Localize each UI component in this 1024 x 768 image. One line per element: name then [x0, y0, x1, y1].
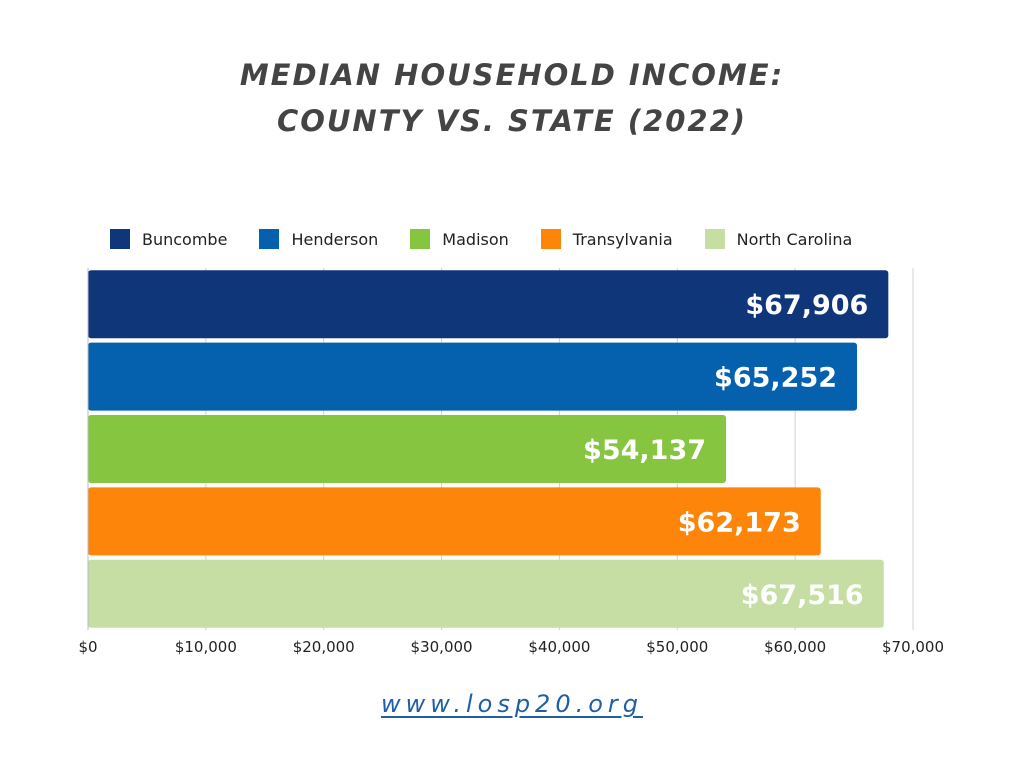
legend-item-henderson: Henderson — [259, 229, 378, 249]
data-label-north-carolina: $67,516 — [741, 580, 864, 611]
x-tick-label-0: $0 — [78, 638, 97, 656]
legend-label-henderson: Henderson — [291, 229, 379, 249]
data-label-transylvania: $62,173 — [678, 507, 801, 538]
x-tick-label-1: $10,000 — [175, 638, 237, 656]
legend-swatch-henderson — [259, 229, 280, 249]
x-tick-label-6: $60,000 — [764, 638, 826, 656]
bar-transylvania — [88, 487, 821, 556]
footer-url-link[interactable]: www.losp20.org — [380, 690, 644, 718]
x-tick-label-7: $70,000 — [882, 638, 944, 656]
legend-label-north-carolina: North Carolina — [736, 229, 853, 249]
chart-title-line-1: MEDIAN HOUSEHOLD INCOME: — [239, 58, 785, 92]
legend-swatch-madison — [410, 229, 431, 249]
data-label-buncombe: $67,906 — [745, 290, 868, 321]
data-label-henderson: $65,252 — [714, 363, 837, 394]
legend-swatch-buncombe — [110, 229, 130, 249]
chart-title: MEDIAN HOUSEHOLD INCOME: COUNTY VS. STAT… — [0, 52, 1024, 144]
legend-item-transylvania: Transylvania — [540, 229, 673, 249]
legend-item-madison: Madison — [410, 229, 509, 249]
x-tick-label-3: $30,000 — [411, 638, 473, 656]
legend-swatch-north-carolina — [704, 229, 725, 249]
chart-title-line-2: COUNTY VS. STATE (2022) — [276, 104, 748, 138]
x-tick-label-2: $20,000 — [293, 638, 355, 656]
bar-madison — [88, 415, 727, 483]
bar-north-carolina — [88, 559, 884, 628]
legend-item-buncombe: Buncombe — [110, 229, 227, 249]
legend-label-buncombe: Buncombe — [142, 229, 228, 249]
bar-henderson — [88, 342, 858, 411]
x-tick-label-4: $40,000 — [528, 638, 590, 656]
legend-label-transylvania: Transylvania — [572, 229, 673, 249]
legend-label-madison: Madison — [442, 229, 509, 249]
chart-legend: Buncombe Henderson Madison Transylvania … — [110, 227, 852, 251]
legend-swatch-transylvania — [540, 229, 561, 249]
data-label-madison: $54,137 — [583, 435, 706, 466]
x-tick-label-5: $50,000 — [646, 638, 708, 656]
bar-buncombe — [88, 270, 889, 339]
legend-item-north-carolina: North Carolina — [704, 229, 853, 249]
